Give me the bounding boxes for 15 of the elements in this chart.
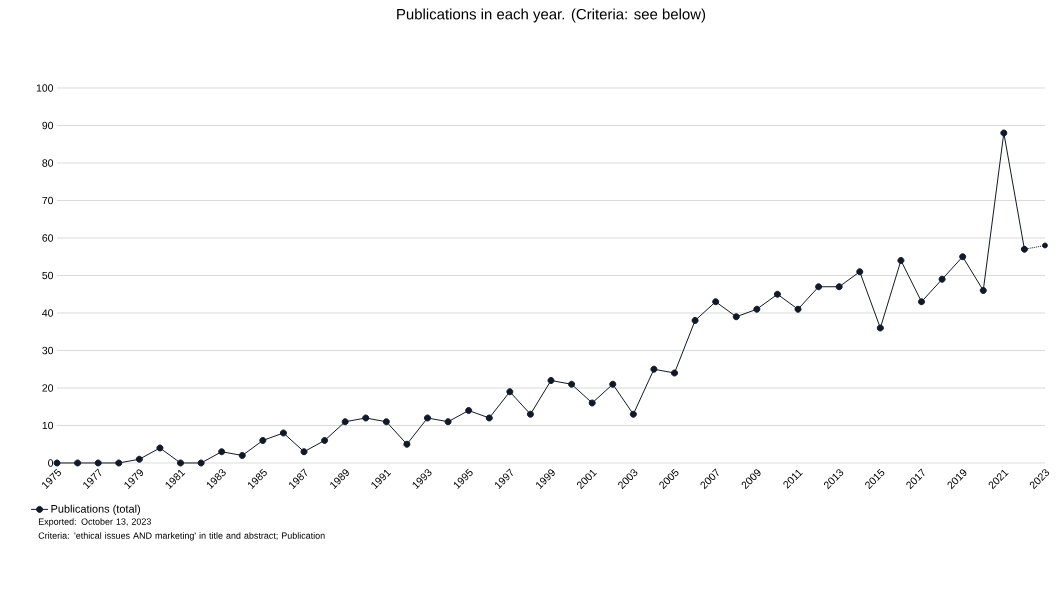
y-tick-label: 100 xyxy=(36,84,54,92)
text: Criteria: 'ethical issues AND marketing' in title and abstract; Publication xyxy=(38,532,325,541)
y-tick-label: 10 xyxy=(42,421,54,430)
y-tick-label: 70 xyxy=(42,196,54,205)
y-tick-label: 80 xyxy=(42,159,54,167)
y-tick-label: 50 xyxy=(42,271,54,280)
y-tick-label: 60 xyxy=(42,234,54,242)
legend-label: Publications (total) xyxy=(51,504,140,515)
text: Exported: October 13, 2023 xyxy=(38,518,151,527)
y-tick-label: 0 xyxy=(48,459,54,467)
chart-title: Publications in each year. (Criteria: see below) xyxy=(397,8,706,23)
y-tick-label: 40 xyxy=(42,309,54,317)
y-tick-label: 90 xyxy=(42,121,54,130)
y-tick-label: 30 xyxy=(42,346,54,355)
y-tick-label: 20 xyxy=(42,384,54,392)
